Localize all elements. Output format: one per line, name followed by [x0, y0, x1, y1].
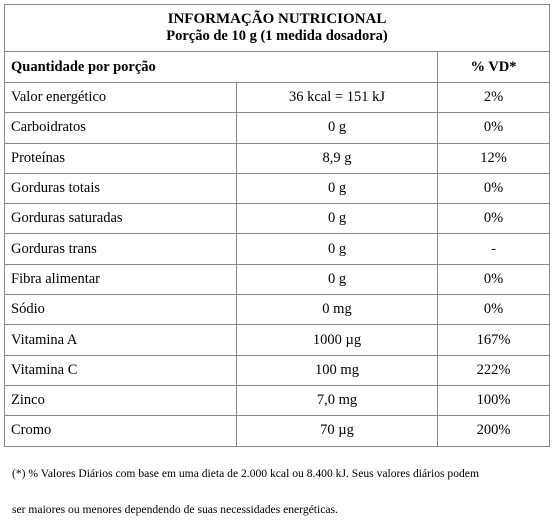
header-quantity-per-serving: Quantidade por porção — [4, 51, 438, 83]
nutrient-amount: 36 kcal = 151 kJ — [236, 81, 438, 114]
table-row: Vitamina A 1000 µg 167% — [4, 324, 550, 356]
nutrient-daily-value: 100% — [437, 384, 550, 417]
nutrient-amount: 0 mg — [236, 294, 438, 326]
table-title-main: INFORMAÇÃO NUTRICIONAL — [167, 11, 387, 27]
table-row: Zinco 7,0 mg 100% — [4, 384, 550, 417]
nutrient-name: Vitamina A — [4, 324, 237, 356]
table-row: Gorduras totais 0 g 0% — [4, 172, 550, 205]
nutrient-daily-value: 12% — [437, 142, 550, 174]
nutrient-daily-value: 0% — [437, 294, 550, 326]
table-header-row: Quantidade por porção % VD* — [4, 51, 550, 83]
footnote-line-1: (*) % Valores Diários com base em uma di… — [12, 467, 479, 480]
table-row: Proteínas 8,9 g 12% — [4, 142, 550, 174]
nutrient-daily-value: 222% — [437, 354, 550, 386]
header-daily-value: % VD* — [437, 51, 550, 83]
nutrient-name: Sódio — [4, 294, 237, 326]
nutrient-amount: 8,9 g — [236, 142, 438, 174]
nutrient-name: Gorduras totais — [4, 172, 237, 205]
nutrient-amount: 0 g — [236, 233, 438, 265]
nutrient-name: Gorduras trans — [4, 233, 237, 265]
nutrient-amount: 1000 µg — [236, 324, 438, 356]
table-row: Valor energético 36 kcal = 151 kJ 2% — [4, 81, 550, 114]
nutrient-name: Cromo — [4, 415, 237, 447]
nutrient-name: Vitamina C — [4, 354, 237, 386]
nutrient-amount: 0 g — [236, 203, 438, 235]
nutrient-amount: 100 mg — [236, 354, 438, 386]
nutrient-daily-value: 0% — [437, 112, 550, 144]
nutrient-name: Proteínas — [4, 142, 237, 174]
table-row: Vitamina C 100 mg 222% — [4, 354, 550, 386]
table-row: Cromo 70 µg 200% — [4, 415, 550, 447]
nutrient-amount: 7,0 mg — [236, 384, 438, 417]
nutrient-name: Valor energético — [4, 81, 237, 114]
nutrient-daily-value: 0% — [437, 172, 550, 205]
nutrient-amount: 0 g — [236, 112, 438, 144]
nutrient-name: Zinco — [4, 384, 237, 417]
table-row: Carboidratos 0 g 0% — [4, 112, 550, 144]
nutrient-amount: 70 µg — [236, 415, 438, 447]
table-body: Valor energético 36 kcal = 151 kJ 2% Carbo… — [4, 81, 550, 447]
nutrient-daily-value: 0% — [437, 203, 550, 235]
nutrient-daily-value: 2% — [437, 81, 550, 114]
table-row: Fibra alimentar 0 g 0% — [4, 263, 550, 296]
nutrient-amount: 0 g — [236, 263, 438, 296]
nutrient-amount: 0 g — [236, 172, 438, 205]
nutrient-daily-value: - — [437, 233, 550, 265]
table-row: Gorduras trans 0 g- — [4, 233, 550, 265]
table-title-serving: Porção de 10 g (1 medida dosadora) — [166, 28, 388, 44]
table-title: INFORMAÇÃO NUTRICIONAL Porção de 10 g (1… — [4, 4, 550, 52]
footnote-line-2: ser maiores ou menores dependendo de sua… — [12, 503, 338, 516]
nutrient-daily-value: 167% — [437, 324, 550, 356]
nutrient-name: Fibra alimentar — [4, 263, 237, 296]
nutrient-daily-value: 200% — [437, 415, 550, 447]
nutrient-name: Gorduras saturadas — [4, 203, 237, 235]
nutrition-table: INFORMAÇÃO NUTRICIONAL Porção de 10 g (1… — [4, 4, 550, 447]
table-row: Gorduras saturadas 0 g 0% — [4, 203, 550, 235]
table-row: Sódio 0 mg 0% — [4, 294, 550, 326]
nutrient-name: Carboidratos — [4, 112, 237, 144]
nutrient-daily-value: 0% — [437, 263, 550, 296]
